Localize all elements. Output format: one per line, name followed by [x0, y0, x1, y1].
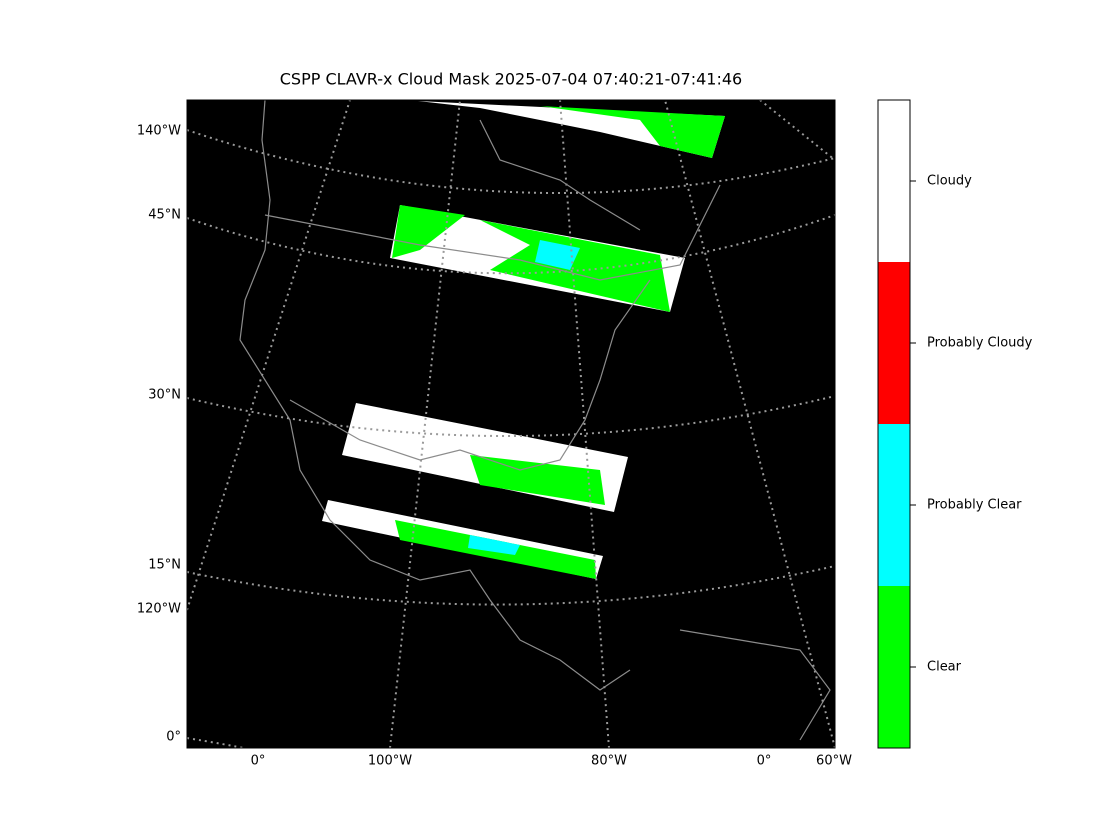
- meridian: [389, 100, 461, 748]
- colorbar-label: Cloudy: [927, 174, 972, 189]
- left-label: 30°N: [148, 388, 181, 403]
- map-background: [187, 100, 835, 748]
- swath-pclear: [468, 535, 520, 555]
- colorbar-segment: [878, 424, 910, 586]
- bottom-label: 0°: [251, 754, 266, 769]
- colorbar-label: Clear: [927, 660, 962, 675]
- left-label: 0°: [166, 730, 181, 745]
- coast: [239, 100, 631, 691]
- colorbar: Cloudy Probably Cloudy Probably Clear Clear: [877, 99, 1033, 749]
- swath-clear: [540, 106, 725, 158]
- bottom-label: 100°W: [368, 754, 412, 769]
- map: [186, 99, 836, 749]
- bottom-label: 60°W: [816, 754, 852, 769]
- swath-pclear: [535, 240, 580, 270]
- left-label: 45°N: [148, 208, 181, 223]
- colorbar-segment: [878, 100, 910, 262]
- map-frame: [186, 99, 836, 749]
- border: [264, 184, 721, 281]
- coast: [679, 629, 831, 741]
- meridian: [559, 100, 610, 748]
- colorbar-segment: [878, 262, 910, 424]
- parallel: [187, 214, 835, 275]
- left-labels: 140°W 45°N 30°N 15°N 120°W 0°: [137, 124, 181, 745]
- graticule: [187, 100, 835, 748]
- bottom-label: 80°W: [591, 754, 627, 769]
- colorbar-frame: [877, 99, 911, 749]
- colorbar-segment: [878, 586, 910, 748]
- swath-clear: [392, 205, 465, 258]
- colorbar-label: Probably Cloudy: [927, 336, 1033, 351]
- meridian: [759, 100, 835, 161]
- coast: [289, 279, 651, 471]
- swath-clear: [480, 220, 670, 312]
- swath-clear: [470, 455, 605, 505]
- bottom-label: 0°: [757, 754, 772, 769]
- coast: [479, 119, 641, 231]
- parallel: [187, 129, 835, 195]
- left-label: 140°W: [137, 124, 181, 139]
- bottom-labels: 0° 100°W 80°W 0° 60°W: [251, 754, 852, 769]
- meridian: [664, 100, 835, 748]
- colorbar-label: Probably Clear: [927, 498, 1022, 513]
- left-label: 15°N: [148, 558, 181, 573]
- coastlines: [239, 100, 831, 741]
- title: CSPP CLAVR-x Cloud Mask 2025-07-04 07:40…: [280, 70, 742, 89]
- left-label: 120°W: [137, 602, 181, 617]
- swaths: [322, 101, 725, 579]
